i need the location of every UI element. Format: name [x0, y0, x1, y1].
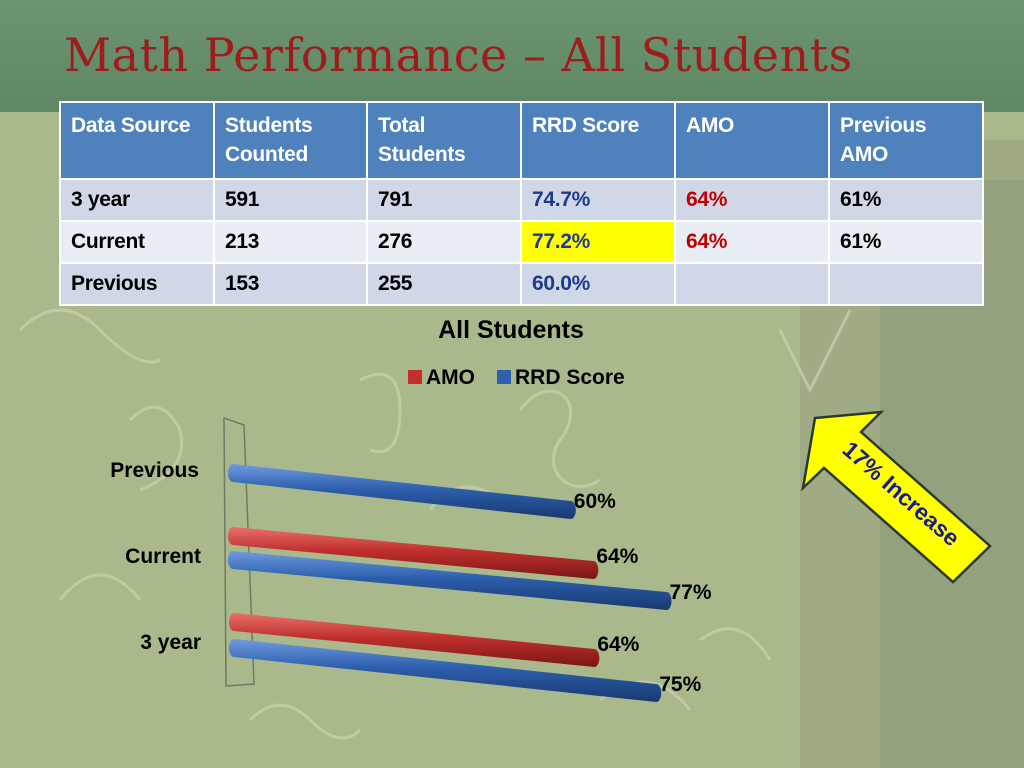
- cell-rrd-score: 74.7%: [520, 177, 676, 222]
- all-students-chart: All Students AMO RRD Score Previous Curr…: [110, 316, 992, 702]
- cell-total-students: 276: [366, 219, 522, 264]
- cell-rrd-score-highlighted: 77.2%: [520, 219, 676, 264]
- data-label-amo-current: 64%: [596, 545, 638, 568]
- cell-students-counted: 591: [213, 177, 368, 222]
- cell-total-students: 791: [366, 177, 522, 222]
- header-total-students: Total Students: [366, 101, 522, 180]
- data-label-amo-3-year: 64%: [597, 633, 639, 656]
- table-row: 3 year 591 791 74.7% 64% 61%: [59, 177, 984, 222]
- chart-axis-wall: [223, 416, 255, 687]
- cell-students-counted: 153: [213, 261, 368, 306]
- bar-rrd-current: [228, 551, 672, 610]
- legend-label-rrd: RRD Score: [515, 366, 625, 389]
- data-label-rrd-current: 77%: [670, 581, 712, 604]
- header-amo: AMO: [674, 101, 830, 180]
- legend-label-amo: AMO: [426, 366, 475, 389]
- category-label: Previous: [110, 459, 199, 482]
- chart-legend: AMO RRD Score: [408, 366, 625, 389]
- cell-amo: [674, 261, 830, 306]
- chart-title: All Students: [438, 316, 584, 344]
- data-label-rrd-3-year: 75%: [659, 673, 701, 696]
- cell-total-students: 255: [366, 261, 522, 306]
- header-students-counted: Students Counted: [213, 101, 368, 180]
- category-labels: Previous Current 3 year: [110, 459, 201, 654]
- category-label: 3 year: [140, 631, 201, 654]
- header-data-source: Data Source: [59, 101, 215, 180]
- legend-swatch-rrd: [497, 370, 511, 384]
- table-row: Previous 153 255 60.0%: [59, 261, 984, 306]
- cell-amo: 64%: [674, 177, 830, 222]
- cell-students-counted: 213: [213, 219, 368, 264]
- slide-title: Math Performance – All Students: [64, 28, 853, 82]
- increase-callout: 17% Increase: [801, 410, 992, 584]
- increase-arrow-icon: [801, 410, 992, 584]
- bar-rrd-3-year: [229, 639, 662, 702]
- bar-rrd-previous: [228, 464, 576, 519]
- chart-data-labels: 60% 64% 77% 64% 75%: [574, 490, 712, 696]
- data-label-rrd-previous: 60%: [574, 490, 616, 513]
- cell-data-source: Current: [59, 219, 215, 264]
- title-band: [0, 0, 1024, 112]
- bar-amo-current: [228, 527, 599, 579]
- performance-table: Data Source Students Counted Total Stude…: [59, 101, 984, 306]
- table-row: Current 213 276 77.2% 64% 61%: [59, 219, 984, 264]
- cell-previous-amo: [828, 261, 984, 306]
- category-label: Current: [125, 545, 201, 568]
- legend-swatch-amo: [408, 370, 422, 384]
- bar-amo-3-year: [229, 613, 600, 667]
- chart-bars: [228, 464, 672, 702]
- table-header-row: Data Source Students Counted Total Stude…: [59, 101, 984, 180]
- header-rrd-score: RRD Score: [520, 101, 676, 180]
- cell-previous-amo: 61%: [828, 177, 984, 222]
- header-previous-amo: Previous AMO: [828, 101, 984, 180]
- cell-data-source: Previous: [59, 261, 215, 306]
- cell-amo: 64%: [674, 219, 830, 264]
- cell-data-source: 3 year: [59, 177, 215, 222]
- cell-rrd-score: 60.0%: [520, 261, 676, 306]
- cell-previous-amo: 61%: [828, 219, 984, 264]
